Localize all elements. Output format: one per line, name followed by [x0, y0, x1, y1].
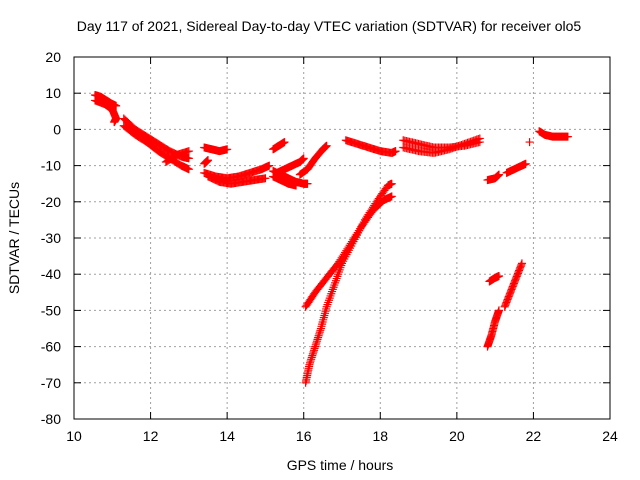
data-point	[110, 118, 119, 127]
x-tick-label: 12	[143, 428, 159, 444]
data-point	[563, 132, 572, 141]
data-point	[494, 272, 503, 281]
data-point	[204, 156, 212, 165]
data-point	[521, 159, 530, 168]
y-tick-label: -10	[41, 158, 61, 174]
x-axis-label: GPS time / hours	[287, 457, 394, 473]
y-tick-label: 0	[53, 121, 61, 137]
data-point	[387, 179, 396, 188]
data-point	[184, 165, 193, 174]
data-point	[517, 259, 526, 268]
x-tick-labels: 10 12 14 16 18 20 22 24	[66, 428, 618, 444]
x-tick-label: 10	[66, 428, 82, 444]
y-tick-label: 10	[45, 85, 61, 101]
data-point	[265, 161, 274, 170]
chart-title: Day 117 of 2021, Sidereal Day-to-day VTE…	[77, 18, 582, 34]
data-point	[299, 154, 308, 163]
y-tick-label: -70	[41, 375, 61, 391]
y-tick-label: -80	[41, 411, 61, 427]
data-point	[261, 174, 270, 183]
y-tick-label: -50	[41, 302, 61, 318]
y-tick-label: -20	[41, 194, 61, 210]
x-tick-label: 18	[372, 428, 388, 444]
grid-lines	[74, 57, 610, 419]
y-tick-label: -40	[41, 266, 61, 282]
x-tick-label: 20	[449, 428, 465, 444]
data-point	[303, 179, 312, 188]
x-tick-label: 14	[219, 428, 235, 444]
data-point	[184, 147, 193, 156]
data-point	[525, 138, 534, 147]
data-point	[322, 141, 331, 150]
data-point	[475, 134, 484, 143]
y-tick-label: -30	[41, 230, 61, 246]
data-point	[391, 147, 400, 156]
data-points	[91, 91, 572, 387]
data-point	[223, 145, 232, 154]
x-tick-label: 22	[526, 428, 542, 444]
y-axis-label: SDTVAR / TECUs	[6, 182, 22, 294]
axis-ticks	[73, 56, 611, 420]
y-tick-label: 20	[45, 49, 61, 65]
x-tick-label: 16	[296, 428, 312, 444]
data-point	[494, 306, 503, 315]
x-tick-label: 24	[602, 428, 618, 444]
data-point	[292, 181, 301, 190]
data-point	[280, 138, 289, 147]
data-point	[184, 154, 193, 163]
data-point	[387, 192, 396, 201]
data-point	[112, 101, 121, 110]
y-tick-label: -60	[41, 339, 61, 355]
data-point	[494, 170, 503, 179]
y-tick-labels: 20 10 0 -10 -20 -30 -40 -50 -60 -70 -80	[41, 49, 61, 427]
